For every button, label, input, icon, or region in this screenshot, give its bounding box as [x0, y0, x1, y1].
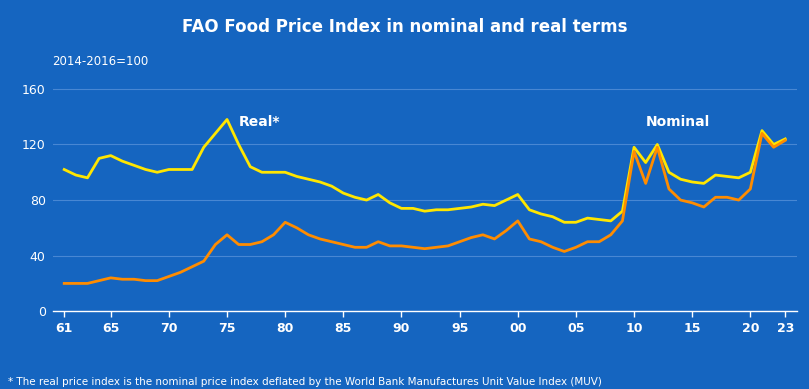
Text: Real*: Real* — [239, 116, 280, 130]
Text: * The real price index is the nominal price index deflated by the World Bank Man: * The real price index is the nominal pr… — [8, 377, 602, 387]
Text: 2014-2016=100: 2014-2016=100 — [53, 56, 149, 68]
Text: FAO Food Price Index in nominal and real terms: FAO Food Price Index in nominal and real… — [182, 18, 627, 36]
Text: Nominal: Nominal — [646, 116, 710, 130]
